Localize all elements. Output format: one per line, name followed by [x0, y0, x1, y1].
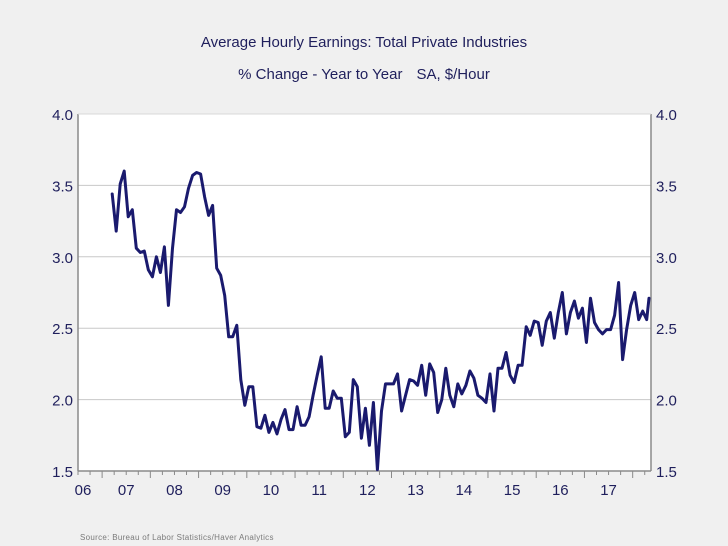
x-tick-label: 17 — [600, 482, 617, 499]
y-tick-label-left: 3.5 — [52, 178, 73, 195]
series-group — [110, 169, 651, 472]
axes — [77, 113, 652, 472]
subtitle-units: SA, $/Hour — [416, 66, 490, 83]
x-tick-label: 06 — [75, 482, 92, 499]
y-tick-label-right: 3.5 — [656, 178, 677, 195]
y-tick-label-left: 3.0 — [52, 250, 73, 267]
x-tick-label: 08 — [166, 482, 183, 499]
y-tick-label-left: 1.5 — [52, 464, 73, 481]
x-tick-label: 13 — [407, 482, 424, 499]
y-tick-label-left: 2.0 — [52, 393, 73, 410]
y-tick-label-right: 4.0 — [656, 107, 677, 124]
x-tick-label: 09 — [214, 482, 231, 499]
y-tick-label-left: 2.5 — [52, 321, 73, 338]
x-tick-label: 15 — [504, 482, 521, 499]
x-tick-label: 11 — [311, 482, 327, 499]
series-line — [110, 169, 651, 472]
y-tick-label-right: 2.0 — [656, 393, 677, 410]
y-axis-right-labels: 4.0 3.5 3.0 2.5 2.0 1.5 — [656, 107, 677, 481]
subtitle-measure: % Change - Year to Year — [238, 66, 403, 83]
y-axis-left-labels: 4.0 3.5 3.0 2.5 2.0 1.5 — [52, 107, 73, 481]
x-tick-label: 12 — [359, 482, 376, 499]
x-tick-label: 14 — [456, 482, 473, 499]
x-axis-ticks — [77, 471, 646, 478]
chart-subtitle: % Change - Year to Year SA, $/Hour — [0, 66, 728, 83]
chart-title: Average Hourly Earnings: Total Private I… — [200, 34, 528, 51]
x-axis-labels: 06 07 08 09 10 11 12 13 14 15 16 17 — [75, 482, 617, 499]
y-tick-label-right: 3.0 — [656, 250, 677, 267]
x-tick-label: 10 — [263, 482, 280, 499]
x-tick-label: 07 — [118, 482, 135, 499]
y-tick-label-right: 2.5 — [656, 321, 677, 338]
y-tick-label-left: 4.0 — [52, 107, 73, 124]
source-note: Source: Bureau of Labor Statistics/Haver… — [80, 533, 274, 542]
x-tick-label: 16 — [552, 482, 569, 499]
y-tick-label-right: 1.5 — [656, 464, 677, 481]
